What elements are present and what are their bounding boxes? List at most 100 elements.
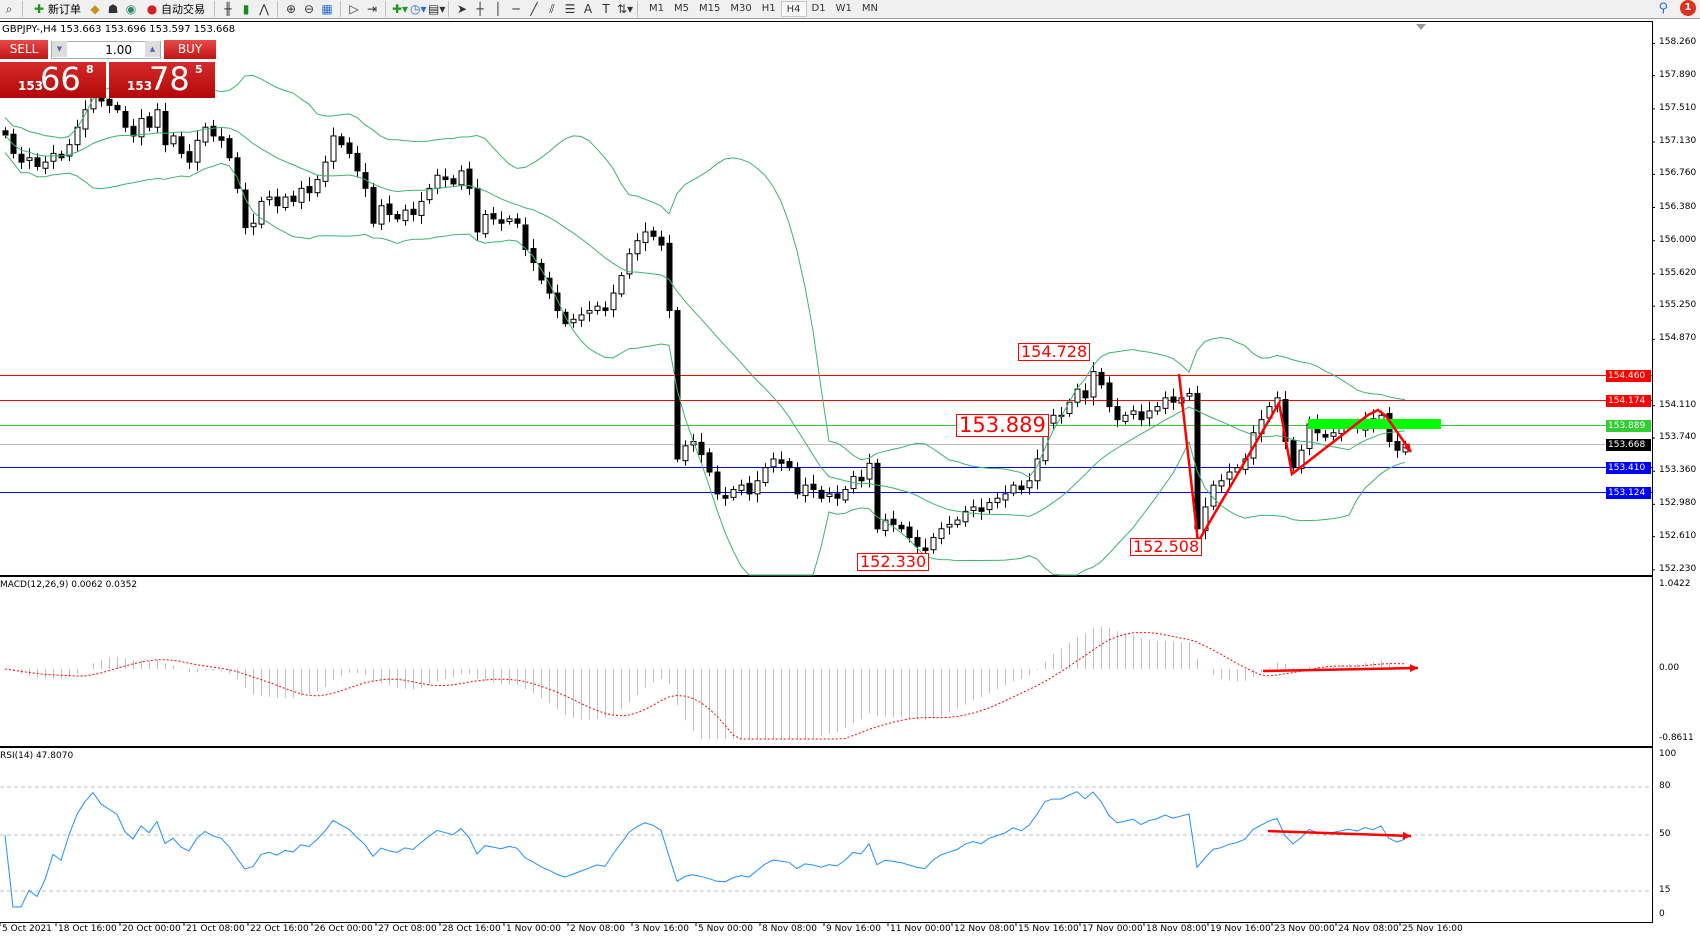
- line-chart-icon[interactable]: ⋀: [259, 2, 269, 16]
- notification-badge[interactable]: 1: [1680, 0, 1696, 16]
- time-label: 5 Oct 2021: [2, 924, 52, 934]
- fibonacci-icon[interactable]: ☰: [564, 2, 576, 16]
- horizontal-line-icon[interactable]: ─: [512, 2, 520, 16]
- bear-candle: [1394, 440, 1401, 451]
- buy-price-prefix: 153: [127, 79, 153, 93]
- zoom-in-icon[interactable]: ⊕: [285, 2, 297, 16]
- divider: [448, 1, 449, 17]
- bear-candle: [898, 524, 905, 530]
- timeframe-m5[interactable]: M5: [674, 3, 689, 14]
- price-tick: 156.380: [1659, 201, 1697, 212]
- bear-candle: [370, 186, 377, 224]
- timeframe-m1[interactable]: M1: [649, 3, 664, 14]
- bull-candle: [330, 135, 337, 162]
- bull-candle: [762, 467, 769, 484]
- timeframe-m30[interactable]: M30: [730, 3, 752, 14]
- chart-window[interactable]: [0, 21, 1653, 923]
- terminal-icon[interactable]: ☗: [107, 2, 119, 16]
- annotation-low-1[interactable]: 152.330: [857, 553, 930, 571]
- bear-candle: [746, 482, 753, 495]
- bear-candle: [722, 495, 729, 499]
- time-label: 11 Nov 00:00: [890, 924, 951, 934]
- level-price-tag[interactable]: 154.174: [1606, 394, 1651, 407]
- bear-candle: [698, 441, 705, 456]
- level-price-tag[interactable]: 153.124: [1606, 486, 1651, 499]
- buy-button[interactable]: BUY: [164, 40, 216, 59]
- time-label: 17 Nov 00:00: [1082, 924, 1143, 934]
- level-price-tag[interactable]: 153.889: [1606, 419, 1651, 432]
- bull-candle: [26, 157, 33, 161]
- market-watch-icon[interactable]: ◆: [90, 2, 100, 16]
- search-icon[interactable]: ⌕: [5, 2, 13, 16]
- bull-candle: [1298, 449, 1305, 470]
- bear-candle: [394, 214, 401, 220]
- sell-price[interactable]: 153 66 8: [0, 60, 106, 98]
- text-icon[interactable]: A: [583, 2, 593, 16]
- bull-candle: [482, 214, 489, 235]
- equidistant-channel-icon[interactable]: ⫽: [549, 2, 555, 16]
- timeframe-mn[interactable]: MN: [861, 3, 878, 14]
- lot-increase-button[interactable]: ▲: [145, 41, 160, 57]
- text-label-icon[interactable]: T: [602, 2, 610, 16]
- bull-candle: [570, 318, 577, 324]
- indicators-icon[interactable]: ✚▾: [392, 2, 409, 16]
- trendline-icon[interactable]: ╱: [530, 2, 538, 16]
- crosshair-icon[interactable]: ┼: [476, 2, 484, 16]
- timeframe-d1[interactable]: D1: [811, 3, 826, 14]
- divider: [637, 1, 638, 17]
- buy-price[interactable]: 153 78 5: [109, 60, 215, 98]
- bear-candle: [778, 459, 785, 464]
- bull-candle: [1074, 388, 1081, 403]
- bar-chart-icon[interactable]: ╫: [224, 2, 232, 16]
- vertical-line-icon[interactable]: │: [494, 2, 502, 16]
- bull-candle: [138, 117, 145, 138]
- arrows-icon[interactable]: ⇅▾: [617, 2, 634, 16]
- level-price-tag[interactable]: 154.460: [1606, 369, 1651, 382]
- new-order-label: 新订单: [48, 3, 81, 16]
- bull-candle: [802, 484, 809, 497]
- bear-candle: [530, 248, 537, 264]
- templates-icon[interactable]: ▤▾: [428, 2, 446, 16]
- search-icon[interactable]: ⚲: [1658, 1, 1668, 16]
- periods-icon[interactable]: ◷▾: [410, 2, 427, 16]
- bear-candle: [146, 116, 153, 128]
- bear-candle: [186, 151, 193, 163]
- bull-candle: [986, 502, 993, 511]
- chart-shift-icon[interactable]: ⇥: [366, 2, 378, 16]
- timeframe-h1[interactable]: H1: [761, 3, 776, 14]
- annotation-high[interactable]: 154.728: [1018, 343, 1091, 361]
- sell-button[interactable]: SELL: [0, 40, 48, 59]
- one-click-trading-panel: SELL 1.00 ▼ ▲ BUY 153 66 8 153 78 5: [0, 40, 216, 98]
- lot-size-input[interactable]: 1.00: [51, 41, 161, 59]
- price-tick: 153.360: [1659, 465, 1697, 476]
- chart-shift-marker: [1416, 24, 1426, 30]
- annotation-low-2[interactable]: 152.508: [1130, 538, 1203, 556]
- time-label: 28 Oct 16:00: [442, 924, 501, 934]
- candlestick-icon[interactable]: ▮: [242, 2, 250, 16]
- bull-candle: [418, 200, 425, 216]
- timeframe-m15[interactable]: M15: [699, 3, 721, 14]
- level-price-tag[interactable]: 153.410: [1606, 461, 1651, 474]
- cursor-icon[interactable]: ➤: [456, 2, 468, 16]
- bull-candle: [946, 523, 953, 528]
- bear-candle: [658, 236, 665, 246]
- signals-icon[interactable]: ◉: [125, 2, 137, 16]
- plus-icon: ✚: [33, 2, 45, 16]
- bull-candle: [682, 445, 689, 462]
- tile-windows-icon[interactable]: ▦: [321, 2, 333, 16]
- auto-trading-button[interactable]: ● 自动交易: [142, 0, 208, 18]
- level-price-tag[interactable]: 153.668: [1606, 438, 1651, 451]
- macd-max: 1.0422: [1659, 579, 1691, 589]
- bear-candle: [818, 489, 825, 499]
- bull-candle: [378, 205, 385, 225]
- lot-decrease-button[interactable]: ▼: [52, 41, 67, 57]
- timeframe-h4[interactable]: H4: [780, 1, 807, 17]
- new-order-button[interactable]: ✚ 新订单: [29, 0, 84, 18]
- bull-candle: [42, 161, 49, 169]
- auto-scroll-icon[interactable]: ▷: [349, 2, 359, 16]
- timeframe-w1[interactable]: W1: [835, 3, 852, 14]
- zoom-out-icon[interactable]: ⊖: [303, 2, 315, 16]
- sell-price-pips: 66: [40, 60, 81, 98]
- annotation-level[interactable]: 153.889: [956, 414, 1049, 437]
